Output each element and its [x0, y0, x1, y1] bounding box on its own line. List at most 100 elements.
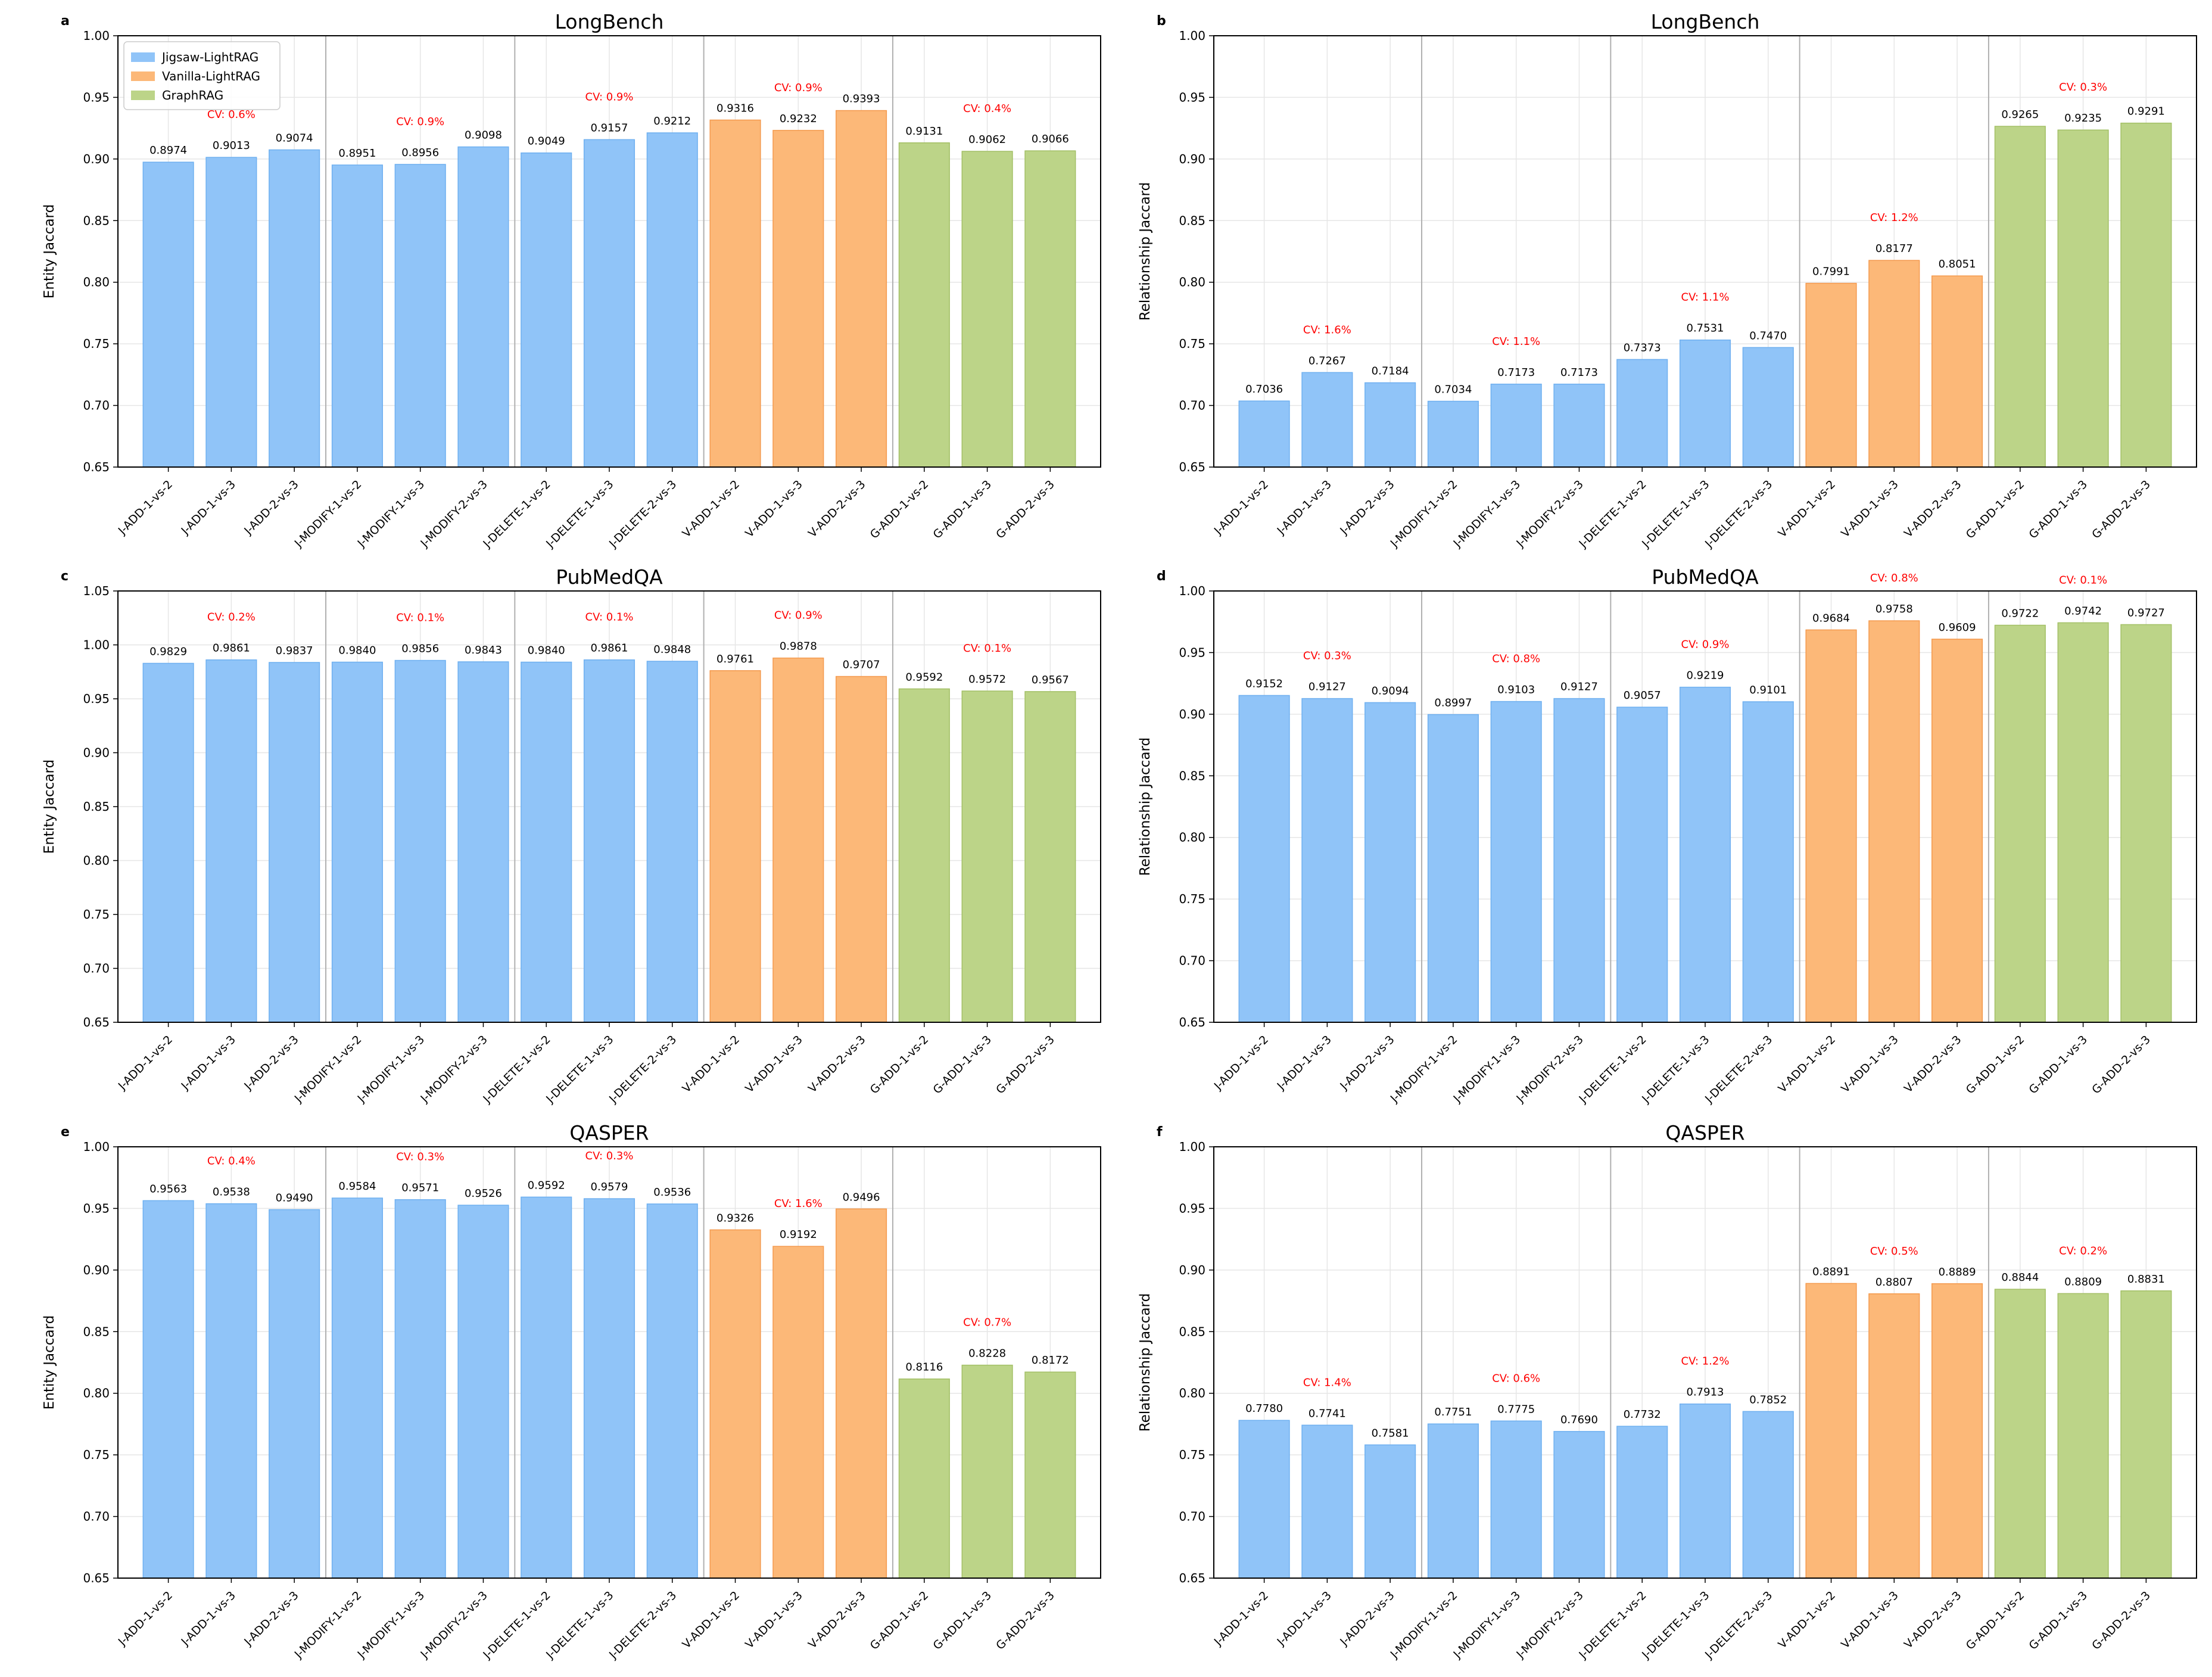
x-tick-label: V-ADD-2-vs-3 [1902, 1589, 1964, 1651]
x-tick-label: J-ADD-1-vs-3 [178, 478, 238, 537]
bar [1490, 1420, 1542, 1579]
y-axis-label: Entity Jaccard [42, 1315, 57, 1410]
chart-title: LongBench [555, 10, 664, 33]
y-tick-label: 0.65 [1179, 1015, 1205, 1029]
y-tick-label: 0.95 [1179, 645, 1205, 659]
bar-value-label: 0.9101 [1749, 684, 1787, 696]
y-tick-label: 0.75 [1179, 892, 1205, 906]
cv-annotation: CV: 0.9% [774, 82, 823, 94]
bar-value-label: 0.7470 [1749, 329, 1787, 342]
x-tick-label: V-ADD-2-vs-3 [806, 478, 868, 540]
x-tick-label: J-DELETE-2-vs-3 [606, 478, 679, 550]
bar-value-label: 0.9074 [276, 132, 313, 145]
x-tick-label: J-MODIFY-1-vs-3 [1451, 1589, 1524, 1662]
bar [646, 1203, 698, 1579]
bar-value-label: 0.7775 [1497, 1403, 1535, 1415]
cv-annotation: CV: 0.3% [1303, 650, 1351, 662]
legend: Jigsaw-LightRAG Vanilla-LightRAG GraphRAG [123, 41, 281, 110]
bar-value-label: 0.9848 [653, 643, 691, 656]
y-tick-label: 0.85 [1179, 213, 1205, 228]
y-tick-label: 0.70 [1179, 399, 1205, 413]
bar-value-label: 0.9536 [653, 1186, 691, 1199]
x-tick-label: V-ADD-2-vs-3 [1902, 478, 1964, 540]
bar [1742, 347, 1794, 468]
cv-annotation: CV: 0.6% [207, 108, 256, 121]
bar-value-label: 0.7173 [1560, 366, 1598, 379]
bar [1931, 1283, 1983, 1579]
bar [269, 149, 320, 468]
bar-value-label: 0.8889 [1939, 1266, 1976, 1278]
bar-value-label: 0.7780 [1245, 1402, 1283, 1415]
bar [1024, 1371, 1076, 1579]
bar-value-label: 0.9722 [2001, 608, 2039, 620]
x-tick-label: J-ADD-2-vs-3 [1337, 478, 1397, 537]
axes-frame [117, 35, 1101, 468]
legend-label: GraphRAG [162, 88, 223, 102]
bar-value-label: 0.7852 [1749, 1393, 1787, 1406]
bar [709, 670, 761, 1023]
cv-annotation: CV: 0.9% [774, 609, 823, 622]
bar [521, 661, 572, 1023]
panel-letter: a [61, 14, 70, 29]
bar [1553, 384, 1605, 468]
bar [1238, 400, 1290, 468]
bar [1805, 629, 1857, 1023]
x-tick-label: J-MODIFY-1-vs-3 [1451, 1033, 1524, 1106]
bar [142, 1200, 194, 1579]
bar-value-label: 0.9856 [401, 643, 439, 655]
bar [1805, 282, 1857, 468]
bar-value-label: 0.9592 [528, 1179, 565, 1191]
y-tick-label: 0.90 [83, 152, 110, 166]
bar-value-label: 0.9496 [843, 1191, 880, 1203]
x-tick-label: G-ADD-2-vs-3 [993, 1033, 1057, 1097]
x-tick-label: J-ADD-2-vs-3 [1337, 1033, 1397, 1093]
bar [1024, 691, 1076, 1023]
bar [521, 1196, 572, 1579]
y-tick-label: 0.75 [83, 1448, 110, 1462]
cv-annotation: CV: 0.7% [963, 1317, 1011, 1329]
bar [1427, 400, 1479, 468]
x-tick-label: J-DELETE-2-vs-3 [606, 1033, 679, 1106]
x-tick-label: J-ADD-1-vs-2 [116, 1589, 175, 1648]
bar [1364, 702, 1416, 1023]
bar-value-label: 0.9840 [528, 644, 565, 657]
bar [898, 142, 950, 468]
legend-label: Vanilla-LightRAG [162, 69, 260, 83]
x-tick-label: J-DELETE-1-vs-3 [543, 1033, 616, 1106]
axes-frame [117, 1146, 1101, 1579]
y-tick-label: 0.75 [83, 907, 110, 922]
bar [269, 1209, 320, 1579]
cv-annotation: CV: 1.6% [774, 1197, 823, 1210]
x-tick-label: J-ADD-1-vs-2 [1211, 1033, 1271, 1093]
y-tick-label: 0.90 [1179, 707, 1205, 721]
y-axis-label: Relationship Jaccard [1138, 1293, 1153, 1432]
x-tick-label: V-ADD-1-vs-2 [680, 478, 742, 540]
y-tick-label: 0.95 [1179, 90, 1205, 104]
bar-value-label: 0.9584 [338, 1180, 376, 1193]
bar-value-label: 0.9127 [1560, 681, 1598, 693]
cv-annotation: CV: 0.4% [963, 102, 1011, 115]
x-tick-label: V-ADD-1-vs-3 [743, 478, 805, 540]
y-tick-label: 0.85 [1179, 1324, 1205, 1339]
bar [2057, 622, 2109, 1023]
x-tick-label: J-MODIFY-2-vs-3 [1513, 1033, 1586, 1106]
y-tick-label: 0.95 [83, 1201, 110, 1215]
x-tick-label: J-MODIFY-1-vs-3 [355, 1589, 428, 1662]
x-tick-label: G-ADD-1-vs-3 [931, 1033, 995, 1097]
cv-annotation: CV: 1.1% [1681, 291, 1730, 304]
y-tick-label: 0.65 [83, 1571, 110, 1585]
bar-value-label: 0.9013 [213, 139, 250, 152]
bar [1805, 1283, 1857, 1579]
bar-value-label: 0.9861 [213, 642, 250, 655]
bar-value-label: 0.7036 [1245, 383, 1283, 396]
cv-annotation: CV: 0.9% [1681, 639, 1730, 651]
x-tick-label: G-ADD-2-vs-3 [993, 1589, 1057, 1653]
bar [583, 139, 635, 468]
x-tick-label: G-ADD-1-vs-2 [1964, 478, 2027, 542]
bar [646, 132, 698, 468]
bar [1301, 372, 1353, 468]
bar-value-label: 0.9127 [1308, 681, 1346, 693]
y-tick-label: 0.90 [1179, 1263, 1205, 1277]
bar-value-label: 0.9579 [591, 1181, 628, 1193]
